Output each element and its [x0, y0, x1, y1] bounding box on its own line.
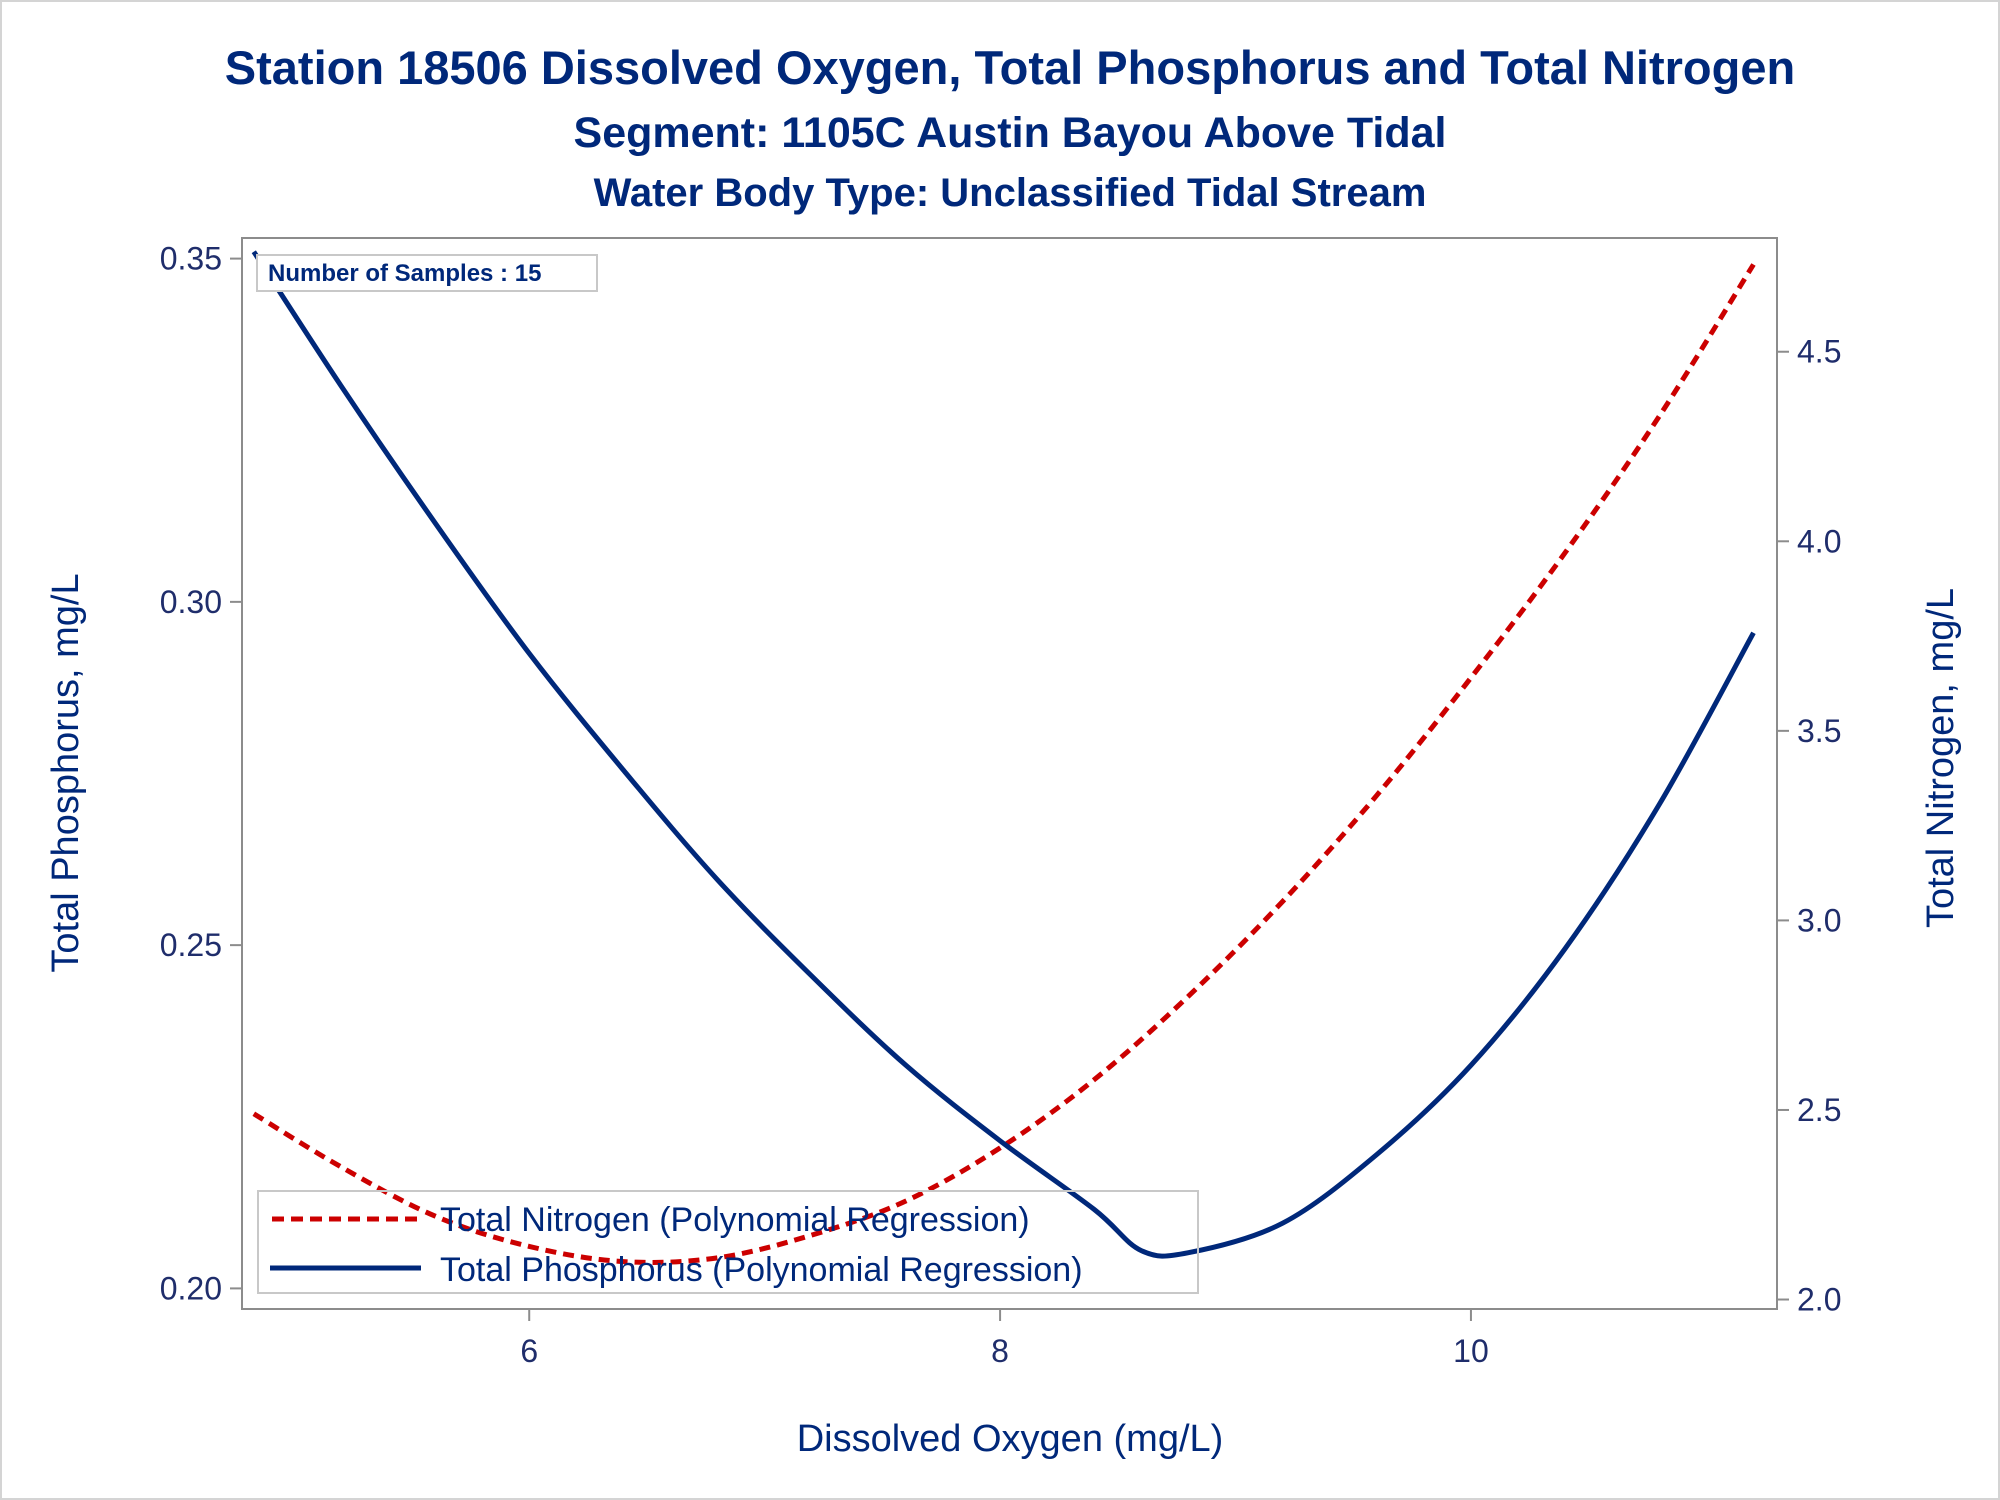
y-right-tick-label: 2.0: [1797, 1282, 1841, 1318]
x-tick-label: 6: [520, 1333, 538, 1369]
samples-inset: Number of Samples : 15: [256, 254, 598, 292]
y-right-tick-label: 3.5: [1797, 713, 1841, 749]
samples-inset-text: Number of Samples : 15: [268, 260, 541, 287]
series-line-phosphorus: [251, 250, 1756, 1259]
legend: Total Nitrogen (Polynomial Regression) T…: [257, 1190, 1199, 1294]
y-left-tick-label: 0.30: [160, 584, 222, 620]
series-line-nitrogen: [252, 263, 1756, 1265]
legend-label-phosphorus: Total Phosphorus (Polynomial Regression): [440, 1251, 1083, 1289]
y-right-tick-label: 3.0: [1797, 902, 1841, 938]
x-axis-label: Dissolved Oxygen (mg/L): [797, 1418, 1224, 1460]
y-left-tick-label: 0.25: [160, 927, 222, 963]
legend-box: [257, 1190, 1199, 1294]
x-tick-label: 8: [991, 1333, 1009, 1369]
y-axis-right-label: Total Nitrogen, mg/L: [1920, 588, 1962, 928]
y-right-tick-label: 4.5: [1797, 334, 1841, 370]
y-axis-right: 2.0 2.5 3.0 3.5 4.0 4.5: [1777, 334, 1841, 1318]
series-layer: [251, 250, 1756, 1265]
y-left-tick-label: 0.35: [160, 241, 222, 277]
y-axis-left: 0.20 0.25 0.30 0.35: [160, 241, 242, 1306]
samples-inset-box: [256, 254, 598, 292]
chart-subtitle-2: Water Body Type: Unclassified Tidal Stre…: [594, 171, 1427, 215]
x-axis: 6 8 10: [520, 1309, 1489, 1369]
y-axis-left-label: Total Phosphorus, mg/L: [45, 573, 87, 972]
chart-title: Station 18506 Dissolved Oxygen, Total Ph…: [225, 41, 1795, 94]
y-left-tick-label: 0.20: [160, 1270, 222, 1306]
y-right-tick-label: 2.5: [1797, 1092, 1841, 1128]
plot-area: [241, 237, 1778, 1310]
y-right-tick-label: 4.0: [1797, 523, 1841, 559]
chart-subtitle: Segment: 1105C Austin Bayou Above Tidal: [574, 109, 1447, 157]
legend-label-nitrogen: Total Nitrogen (Polynomial Regression): [440, 1201, 1030, 1239]
x-tick-label: 10: [1453, 1333, 1489, 1369]
